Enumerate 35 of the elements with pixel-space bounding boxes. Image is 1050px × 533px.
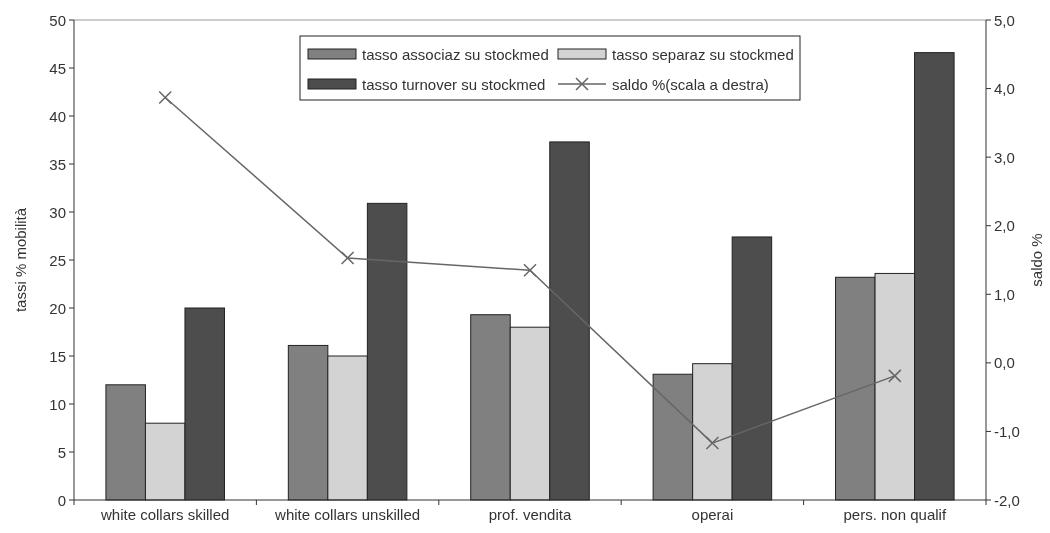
- y-tick-label: 25: [49, 251, 66, 269]
- point: [340, 251, 355, 265]
- point: [705, 436, 720, 450]
- y-tick-label: 10: [49, 395, 66, 413]
- point: [158, 90, 172, 105]
- y-axis-title: tassi % mobilità: [11, 207, 29, 313]
- x-tick-label: white collars skilled: [100, 506, 230, 523]
- y2-tick-label: -2,0: [994, 491, 1020, 509]
- y2-tick-label: 4,0: [994, 80, 1015, 98]
- point: [523, 263, 537, 278]
- y-tick-label: 35: [49, 155, 66, 173]
- y2-tick-label: -1,0: [994, 422, 1020, 440]
- x-tick-label: prof. vendita: [488, 506, 572, 523]
- y2-tick-label: 0,0: [994, 354, 1015, 372]
- x-tick-label: operai: [691, 506, 734, 523]
- y-tick-label: 30: [49, 203, 66, 221]
- y-tick-label: 5: [57, 443, 66, 461]
- y-tick-label: 45: [49, 59, 66, 77]
- y-tick-label: 20: [49, 299, 66, 317]
- legend-label: saldo %(scala a destra): [612, 75, 769, 93]
- y2-axis-title: saldo %: [1027, 233, 1045, 287]
- y2-tick-label: 2,0: [994, 217, 1015, 235]
- y2-tick-label: 5,0: [994, 11, 1015, 29]
- y-tick-label: 0: [57, 491, 66, 509]
- point: [888, 369, 902, 383]
- y2-tick-label: 1,0: [994, 285, 1015, 303]
- y-tick-label: 15: [49, 347, 66, 365]
- legend-label: tasso separaz su stockmed: [612, 45, 794, 63]
- legend-label: tasso associaz su stockmed: [362, 45, 549, 63]
- y2-tick-label: 3,0: [994, 148, 1015, 166]
- x-tick-label: white collars unskilled: [274, 506, 421, 523]
- legend-label: tasso turnover su stockmed: [362, 75, 546, 93]
- y-tick-label: 40: [49, 107, 66, 125]
- x-tick-label: pers. non qualif: [843, 506, 947, 523]
- y-tick-label: 50: [49, 11, 66, 29]
